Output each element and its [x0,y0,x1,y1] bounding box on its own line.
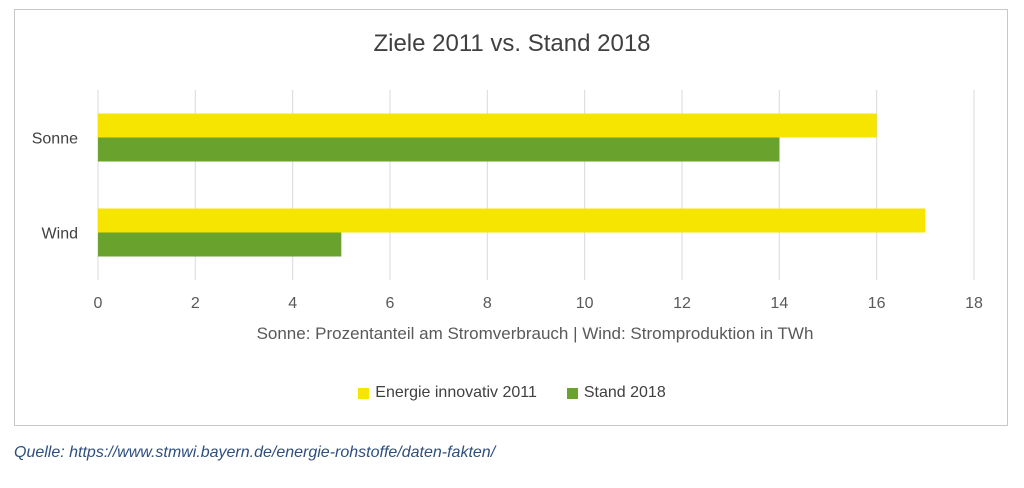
chart-title: Ziele 2011 vs. Stand 2018 [373,30,651,57]
x-tick-label: 4 [288,295,297,312]
x-tick-label: 18 [965,295,983,312]
legend-item-series-1: Energie innovativ 2011 [358,384,537,402]
x-tick-label: 16 [868,295,886,312]
x-tick-label: 10 [576,295,594,312]
x-tick-label: 8 [483,295,492,312]
legend-label-series-1: Energie innovativ 2011 [375,384,537,401]
x-axis-label: Sonne: Prozentanteil am Stromverbrauch |… [256,324,814,343]
bar-sonne-series-1 [98,113,877,138]
x-tick-label: 0 [94,295,103,312]
bar-wind-series-1 [98,208,926,233]
legend-swatch-series-1 [358,387,370,399]
chart-legend: Energie innovativ 2011 Stand 2018 [0,384,1024,402]
legend-item-series-2: Stand 2018 [566,384,666,402]
bar-sonne-series-2 [98,137,780,162]
x-tick-label: 6 [386,295,395,312]
x-tick-label: 2 [191,295,200,312]
x-tick-label: 14 [770,295,788,312]
y-tick-label: Sonne [32,131,78,148]
x-tick-label: 12 [673,295,691,312]
legend-swatch-series-2 [566,387,578,399]
source-note: Quelle: https://www.stmwi.bayern.de/ener… [14,444,496,461]
y-tick-label: Wind [42,226,78,243]
bar-wind-series-2 [98,232,342,257]
legend-label-series-2: Stand 2018 [583,384,666,401]
